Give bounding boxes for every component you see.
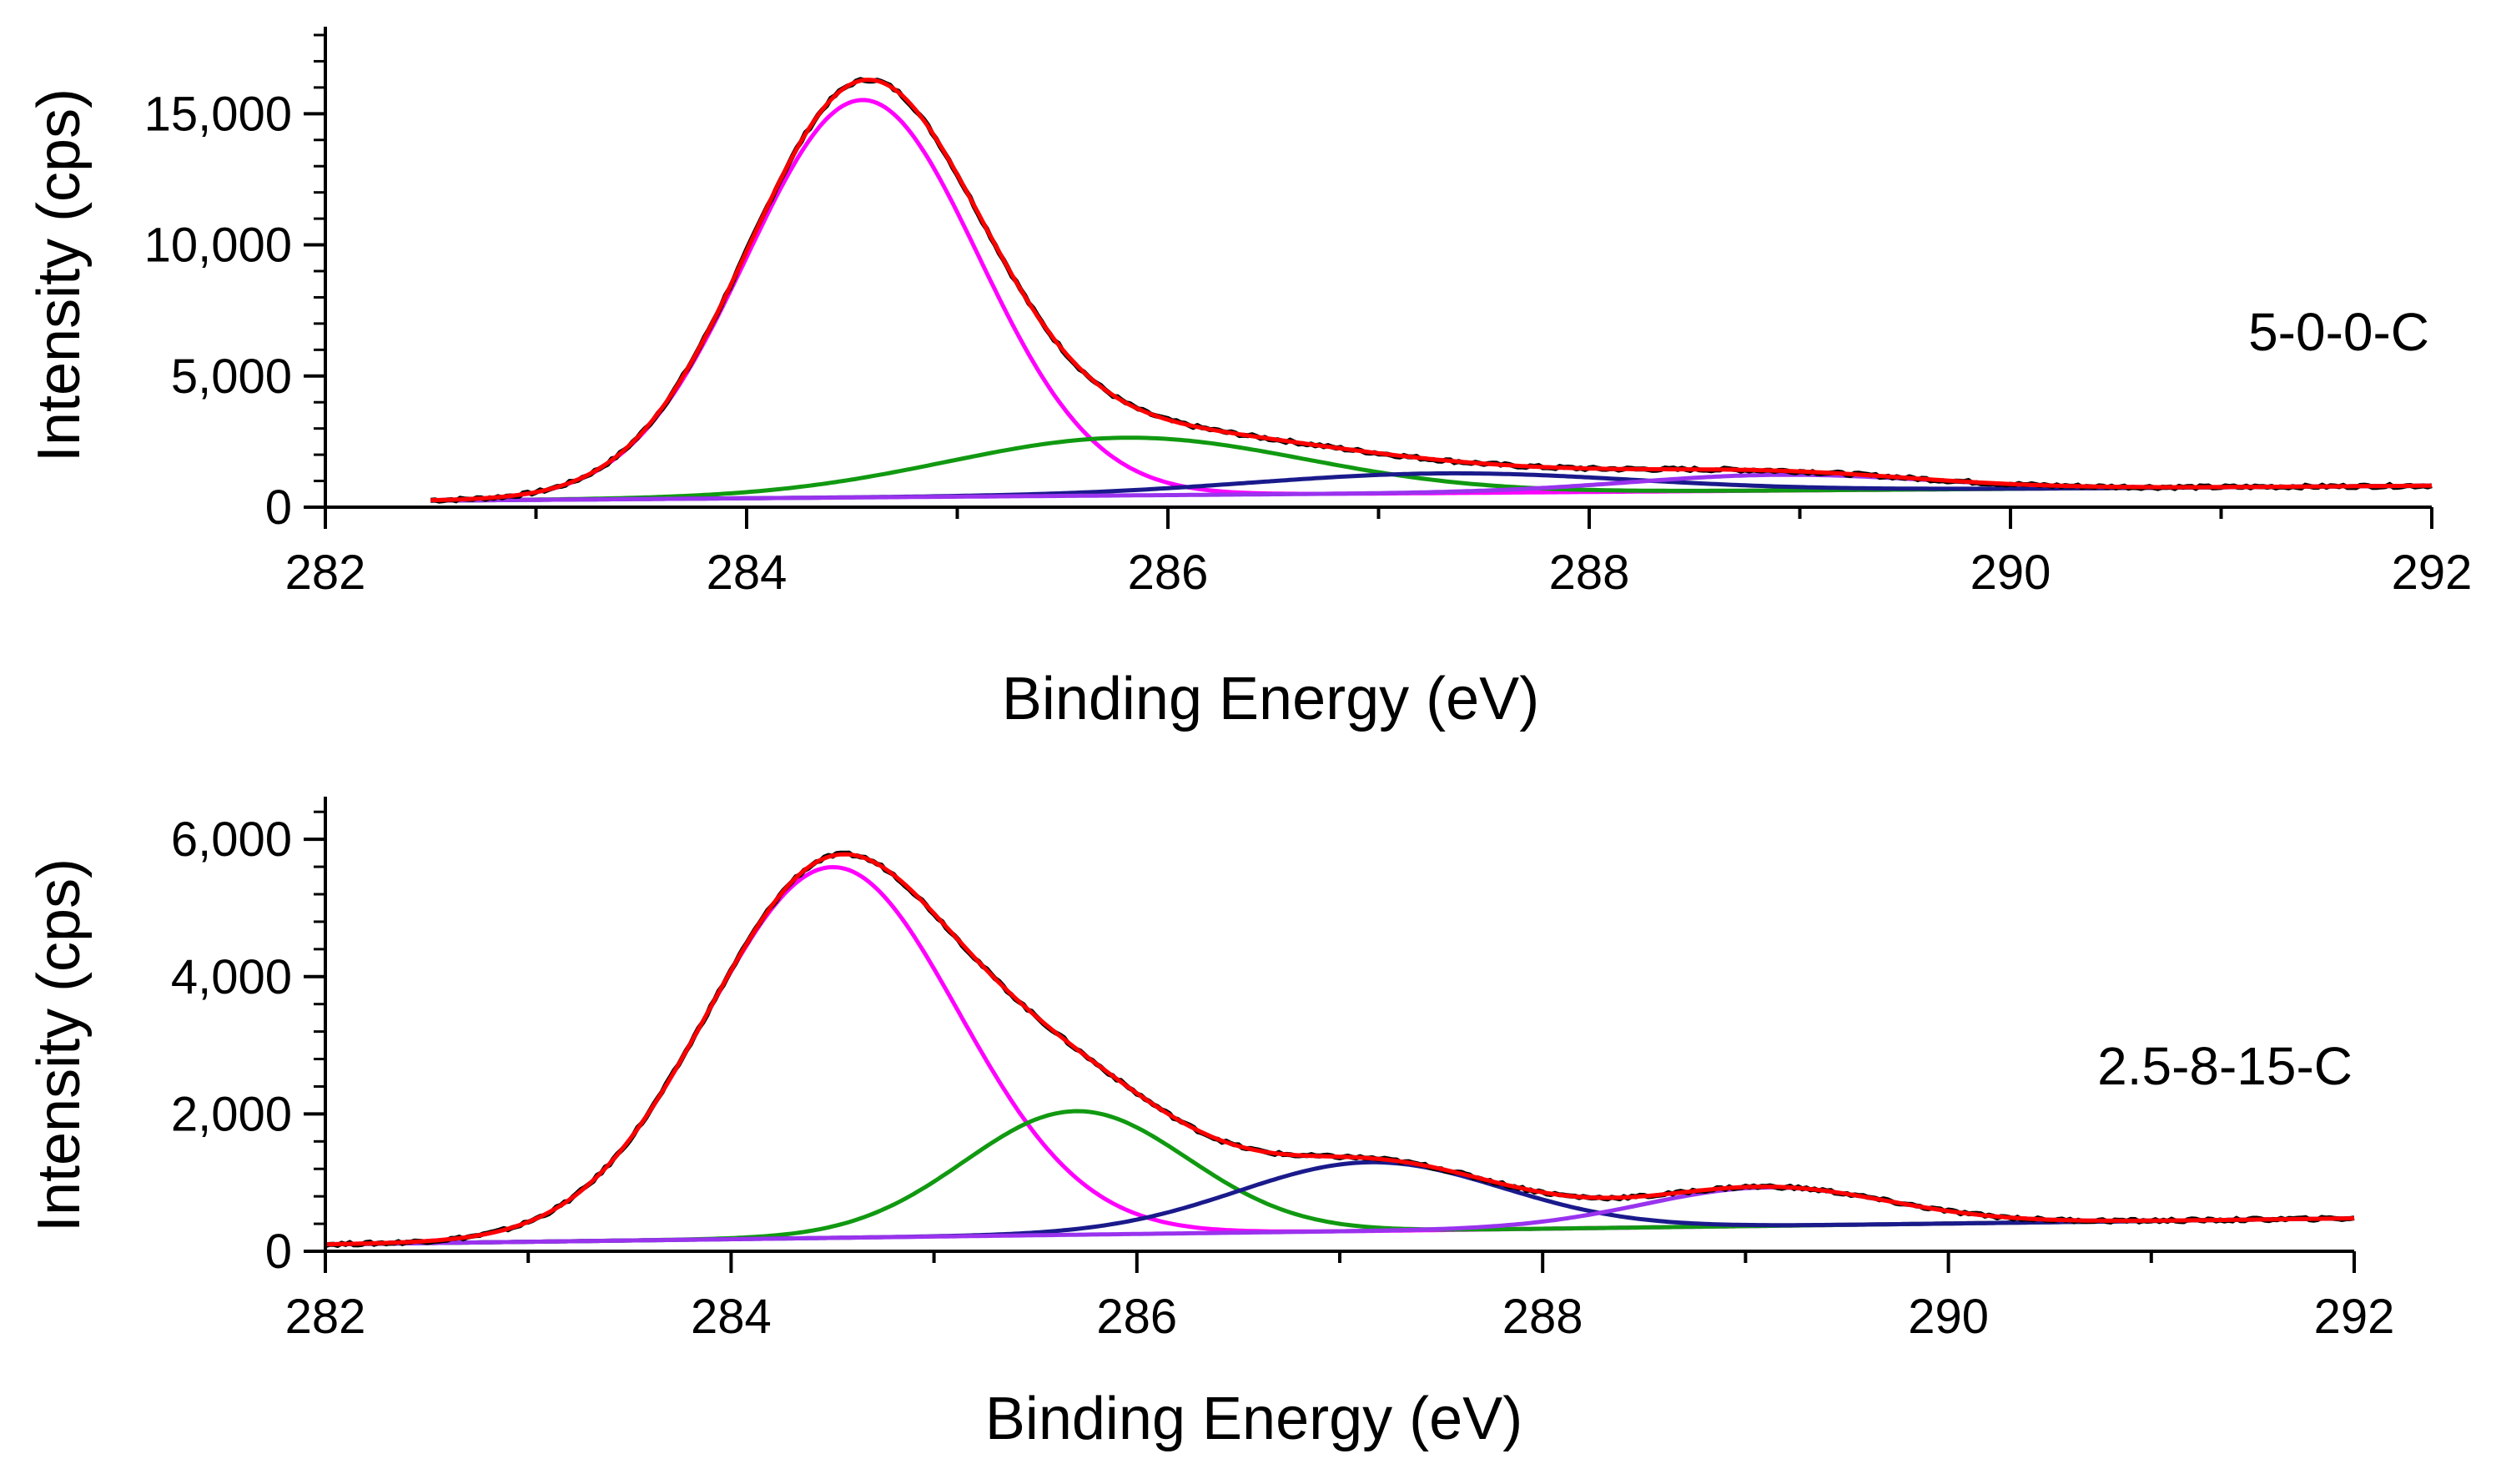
x-axis-title: Binding Energy (eV) — [1002, 666, 1539, 732]
x-tick-label: 290 — [1970, 546, 2051, 600]
x-tick-label: 290 — [1908, 1290, 1989, 1344]
y-tick-label: 0 — [265, 1225, 292, 1279]
x-tick-label: 282 — [285, 546, 366, 600]
x-tick-label: 292 — [2314, 1290, 2395, 1344]
raw-spectrum — [430, 77, 2433, 504]
x-tick-label: 286 — [1128, 546, 1209, 600]
y-tick-label: 2,000 — [171, 1087, 292, 1141]
x-tick-label: 286 — [1096, 1290, 1177, 1344]
fit-component-1 — [325, 864, 2355, 1247]
y-axis-title: Intensity (cps) — [26, 858, 93, 1232]
y-tick-label: 6,000 — [171, 812, 292, 867]
fit-envelope — [430, 78, 2433, 503]
x-tick-label: 292 — [2392, 546, 2473, 600]
x-tick-label: 282 — [285, 1290, 366, 1344]
y-tick-label: 4,000 — [171, 950, 292, 1004]
y-axis-title: Intensity (cps) — [26, 88, 93, 462]
y-tick-label: 10,000 — [144, 219, 292, 273]
fit-envelope — [325, 852, 2355, 1247]
panel-top: Intensity (cps) Binding Energy (eV) 5-0-… — [26, 27, 2472, 732]
sample-label: 2.5-8-15-C — [2097, 1036, 2353, 1096]
y-tick-label: 15,000 — [144, 87, 292, 141]
raw-spectrum — [325, 850, 2355, 1249]
x-tick-label: 288 — [1502, 1290, 1583, 1344]
x-axis-title: Binding Energy (eV) — [985, 1386, 1522, 1452]
sample-label: 5-0-0-C — [2248, 302, 2429, 362]
x-tick-label: 284 — [691, 1290, 772, 1344]
y-tick-label: 5,000 — [171, 350, 292, 404]
panel-bottom: Intensity (cps) Binding Energy (eV) 2.5-… — [26, 797, 2394, 1452]
y-tick-label: 0 — [265, 480, 292, 535]
x-tick-label: 288 — [1549, 546, 1630, 600]
x-tick-label: 284 — [707, 546, 788, 600]
fit-component-2 — [325, 1109, 2355, 1247]
fit-component-1 — [430, 98, 2433, 503]
fit-component-4 — [325, 1185, 2355, 1247]
